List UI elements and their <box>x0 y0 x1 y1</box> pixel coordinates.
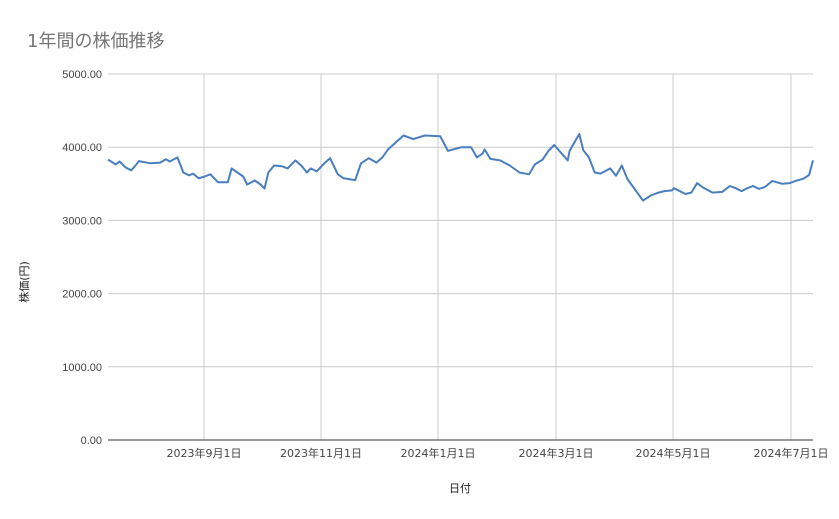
gridlines <box>108 73 813 440</box>
price-line <box>107 133 814 202</box>
y-tick-label: 0.00 <box>81 435 102 447</box>
y-tick-label: 4000.00 <box>62 142 102 154</box>
y-axis-ticks: 0.00 1000.00 2000.00 3000.00 4000.00 5000.00 <box>62 69 102 447</box>
x-tick-label: 2024年1月1日 <box>401 446 476 460</box>
y-tick-label: 2000.00 <box>62 289 102 301</box>
x-tick-label: 2024年3月1日 <box>519 446 594 460</box>
chart-title: 1年間の株価推移 <box>27 31 165 52</box>
x-tick-label: 2023年9月1日 <box>167 446 242 460</box>
x-tick-label: 2024年5月1日 <box>636 446 711 460</box>
x-axis-label: 日付 <box>449 482 471 495</box>
y-tick-label: 1000.00 <box>62 362 102 374</box>
x-axis-ticks: 2023年9月1日 2023年11月1日 2024年1月1日 2024年3月1日 202… <box>167 446 829 460</box>
x-tick-label: 2023年11月1日 <box>280 446 362 460</box>
y-tick-label: 5000.00 <box>62 69 102 81</box>
y-tick-label: 3000.00 <box>62 215 102 227</box>
x-tick-label: 2024年7月1日 <box>754 446 829 460</box>
